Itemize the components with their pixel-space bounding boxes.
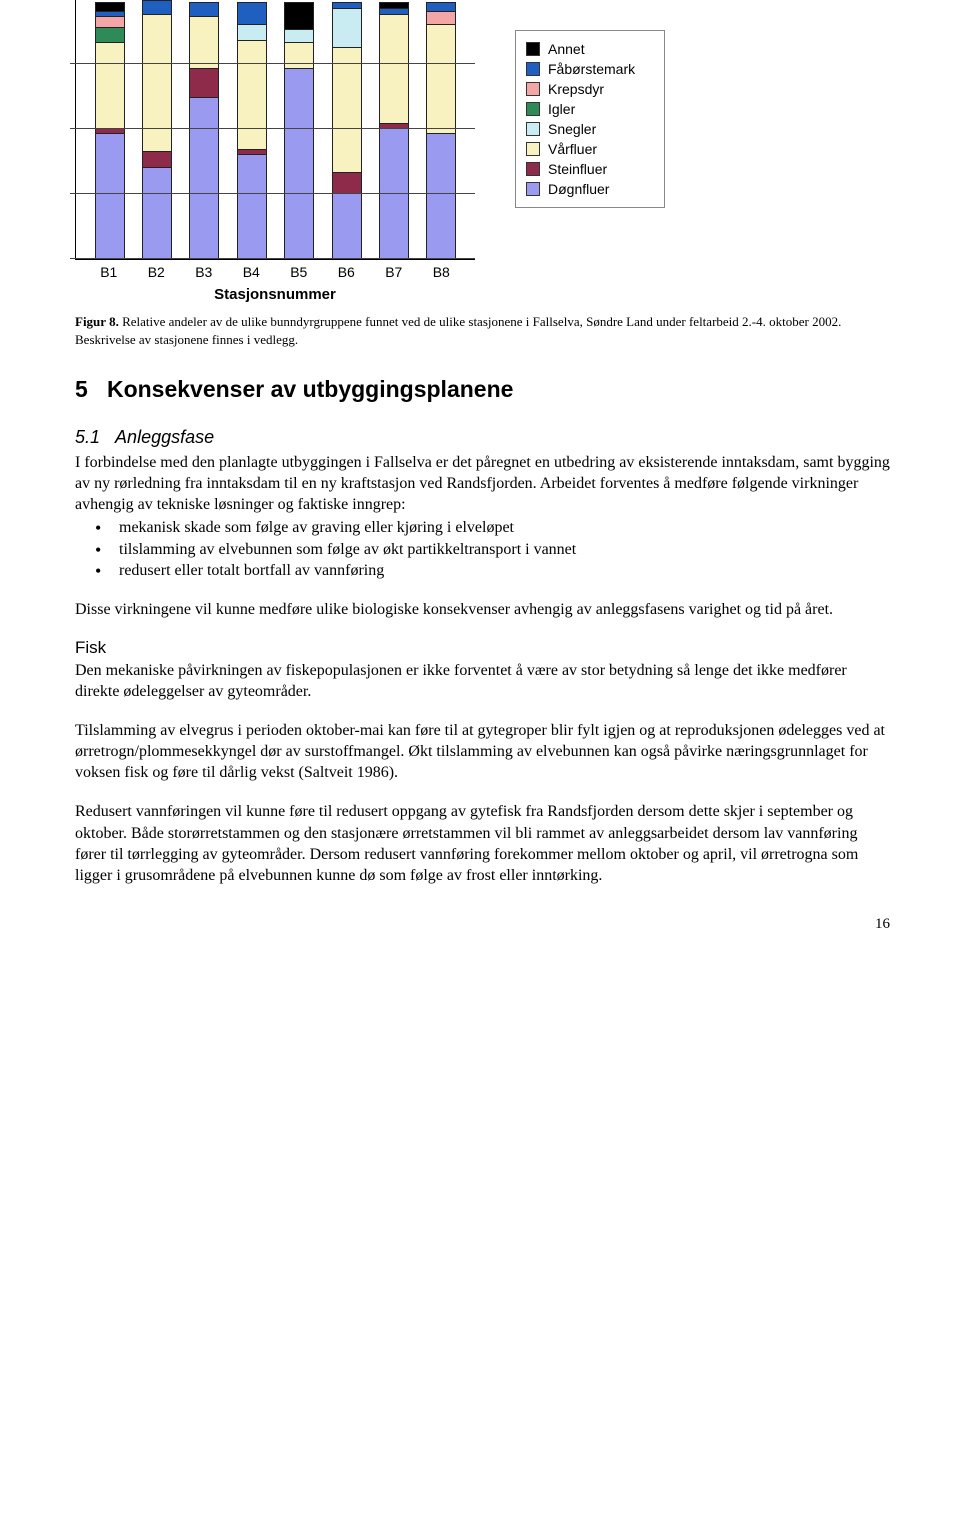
chart-legend: Annet Fåbørstemark Krepsdyr Igler Snegler Vår… [515,30,665,208]
bullet-item: tilslamming av elvebunnen som følge av ø… [95,539,890,560]
legend-item: Krepsdyr [526,79,654,99]
bullet-item: redusert eller totalt bortfall av vannfø… [95,560,890,581]
bar-B7 [379,2,409,259]
legend-label: Snegler [548,121,596,137]
segment-Steinfluer [190,68,218,97]
paragraph: I forbindelse med den planlagte utbyggin… [75,452,890,515]
legend-swatch [526,102,540,116]
segment-Vårfluer [285,42,313,68]
figure-caption-text: Relative andeler av de ulike bunndyrgrup… [75,314,841,347]
segment-Snegler [333,8,361,47]
bar-B3 [189,2,219,259]
bar-B4 [237,2,267,259]
x-tick-label: B1 [94,264,124,280]
segment-Døgnfluer [143,167,171,258]
subsection-heading: 5.1 Anleggsfase [75,427,890,448]
x-tick-label: B6 [331,264,361,280]
x-tick-label: B4 [236,264,266,280]
paragraph: Tilslamming av elvegrus i perioden oktob… [75,720,890,783]
legend-swatch [526,122,540,136]
segment-Steinfluer [143,151,171,167]
legend-swatch [526,62,540,76]
segment-Annet [96,3,124,11]
subsection-number: 5.1 [75,427,100,447]
legend-label: Døgnfluer [548,181,609,197]
legend-item: Igler [526,99,654,119]
segment-Steinfluer [333,172,361,193]
legend-label: Steinfluer [548,161,607,177]
x-tick-label: B8 [426,264,456,280]
bullet-item: mekanisk skade som følge av graving elle… [95,517,890,538]
legend-swatch [526,182,540,196]
fisk-heading: Fisk [75,638,890,658]
legend-swatch [526,42,540,56]
legend-item: Annet [526,39,654,59]
bar-B1 [95,2,125,259]
segment-Vårfluer [380,14,408,123]
legend-label: Annet [548,41,585,57]
bar-B5 [284,2,314,259]
section-heading: 5 Konsekvenser av utbyggingsplanene [75,376,890,403]
page-number: 16 [75,916,890,933]
x-tick-label: B5 [284,264,314,280]
segment-Døgnfluer [285,68,313,258]
bar-B8 [426,2,456,259]
segment-Vårfluer [190,16,218,68]
legend-item: Døgnfluer [526,179,654,199]
legend-label: Krepsdyr [548,81,604,97]
segment-Vårfluer [333,47,361,172]
legend-item: Fåbørstemark [526,59,654,79]
x-axis-title: Stasjonsnummer [75,286,475,303]
x-tick-label: B7 [379,264,409,280]
legend-label: Vårfluer [548,141,597,157]
bar-B2 [142,0,172,259]
segment-Vårfluer [238,40,266,149]
segment-Døgnfluer [333,193,361,258]
segment-Krepsdyr [96,16,124,26]
legend-item: Vårfluer [526,139,654,159]
paragraph: Disse virkningene vil kunne medføre ulik… [75,599,890,620]
segment-Vårfluer [96,42,124,128]
segment-Fåbørstemark [427,3,455,11]
segment-Igler [96,27,124,43]
segment-Krepsdyr [427,11,455,24]
legend-item: Snegler [526,119,654,139]
paragraph: Redusert vannføringen vil kunne føre til… [75,801,890,885]
x-tick-label: B3 [189,264,219,280]
segment-Vårfluer [427,24,455,133]
legend-swatch [526,142,540,156]
segment-Fåbørstemark [190,3,218,16]
legend-item: Steinfluer [526,159,654,179]
segment-Døgnfluer [427,133,455,258]
paragraph: Den mekaniske påvirkningen av fiskepopul… [75,660,890,702]
segment-Døgnfluer [380,128,408,258]
legend-label: Igler [548,101,575,117]
segment-Fåbørstemark [143,1,171,14]
segment-Døgnfluer [190,97,218,258]
segment-Snegler [285,29,313,42]
legend-swatch [526,162,540,176]
section-number: 5 [75,376,88,402]
figure-label: Figur 8. [75,314,119,329]
segment-Fåbørstemark [238,3,266,24]
segment-Annet [285,3,313,29]
segment-Døgnfluer [238,154,266,258]
bullet-list: mekanisk skade som følge av graving elle… [75,517,890,580]
legend-swatch [526,82,540,96]
legend-label: Fåbørstemark [548,61,635,77]
stacked-bar-chart: B1 B2 B3 B4 B5 B6 B7 B8 Stasjonsnummer [75,0,475,303]
section-title: Konsekvenser av utbyggingsplanene [107,376,513,402]
figure-8: B1 B2 B3 B4 B5 B6 B7 B8 Stasjonsnummer Annet Fåb… [75,0,890,303]
segment-Snegler [238,24,266,40]
segment-Vårfluer [143,14,171,152]
bar-B6 [332,2,362,259]
subsection-title: Anleggsfase [115,427,214,447]
x-tick-label: B2 [141,264,171,280]
segment-Døgnfluer [96,133,124,258]
figure-caption: Figur 8. Relative andeler av de ulike bu… [75,313,890,348]
